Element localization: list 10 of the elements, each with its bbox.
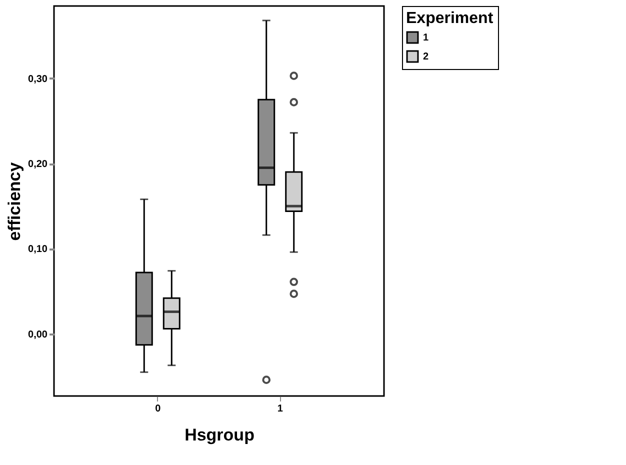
y-tick-label: 0,20 xyxy=(28,159,48,170)
y-tick-label: 0,30 xyxy=(28,74,48,85)
y-tick-label: 0,00 xyxy=(28,329,48,340)
x-tick-label: 0 xyxy=(155,404,162,414)
y-axis-title: efficiency xyxy=(5,162,24,241)
legend-title: Experiment xyxy=(406,10,494,27)
legend-label: 1 xyxy=(423,32,429,44)
y-tick-label: 0,10 xyxy=(28,244,48,256)
x-axis-title: Hsgroup xyxy=(184,426,254,444)
legend-label: 2 xyxy=(423,52,429,62)
